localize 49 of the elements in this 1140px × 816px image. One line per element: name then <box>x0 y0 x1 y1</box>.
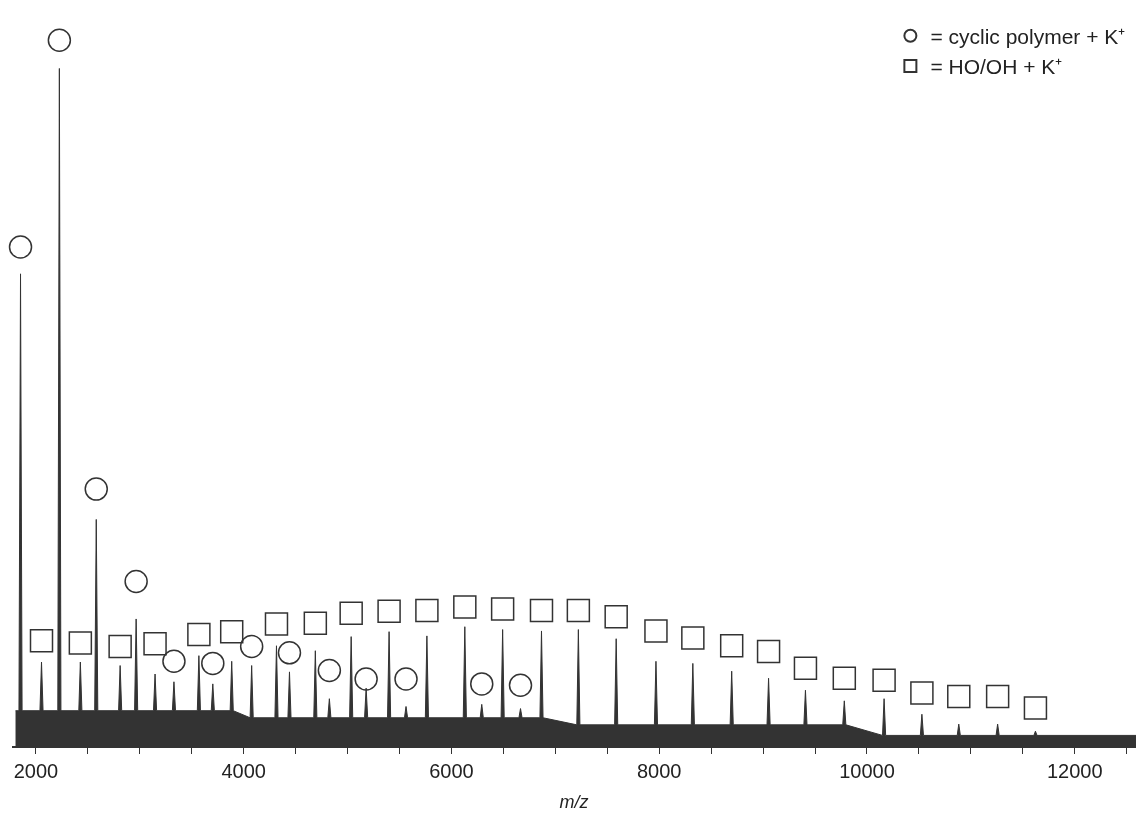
point <box>47 28 72 52</box>
point <box>644 619 668 643</box>
point <box>394 667 418 691</box>
point <box>377 599 401 623</box>
point <box>29 629 54 653</box>
point <box>566 598 591 623</box>
x-tick-label: 8000 <box>636 759 682 782</box>
point <box>277 641 302 665</box>
point <box>108 634 132 659</box>
legend-label: = cyclic polymer + K⁺ <box>930 25 1126 49</box>
point <box>339 601 363 626</box>
point <box>793 656 818 681</box>
point <box>354 667 378 691</box>
point <box>239 634 264 659</box>
point <box>947 684 971 709</box>
point <box>1023 696 1048 720</box>
point <box>8 235 33 259</box>
point <box>219 619 244 644</box>
point <box>162 649 186 674</box>
point <box>124 569 148 594</box>
x-tick-label: 4000 <box>221 759 266 782</box>
x-axis-title: m/z <box>559 792 589 813</box>
point <box>187 622 211 647</box>
point <box>143 631 167 656</box>
point <box>985 684 1010 709</box>
point <box>832 666 857 690</box>
x-tick-label: 6000 <box>429 759 474 782</box>
point <box>470 672 494 696</box>
point <box>756 639 781 664</box>
point <box>68 631 93 655</box>
point <box>317 658 342 683</box>
x-tick-label: 12000 <box>1046 759 1103 782</box>
point <box>719 634 744 658</box>
x-tick-label: 2000 <box>13 759 59 782</box>
point <box>508 673 533 698</box>
point <box>84 477 108 501</box>
point <box>303 611 328 635</box>
point <box>490 597 515 621</box>
x-tick-label: 10000 <box>839 759 895 782</box>
point <box>529 598 554 623</box>
point <box>604 605 628 629</box>
point <box>415 598 439 623</box>
point <box>910 681 934 705</box>
point <box>264 612 289 636</box>
point <box>453 595 477 619</box>
point <box>201 651 225 676</box>
legend-label: = HO/OH + K⁺ <box>930 55 1063 79</box>
point <box>681 626 705 650</box>
point <box>872 668 896 693</box>
